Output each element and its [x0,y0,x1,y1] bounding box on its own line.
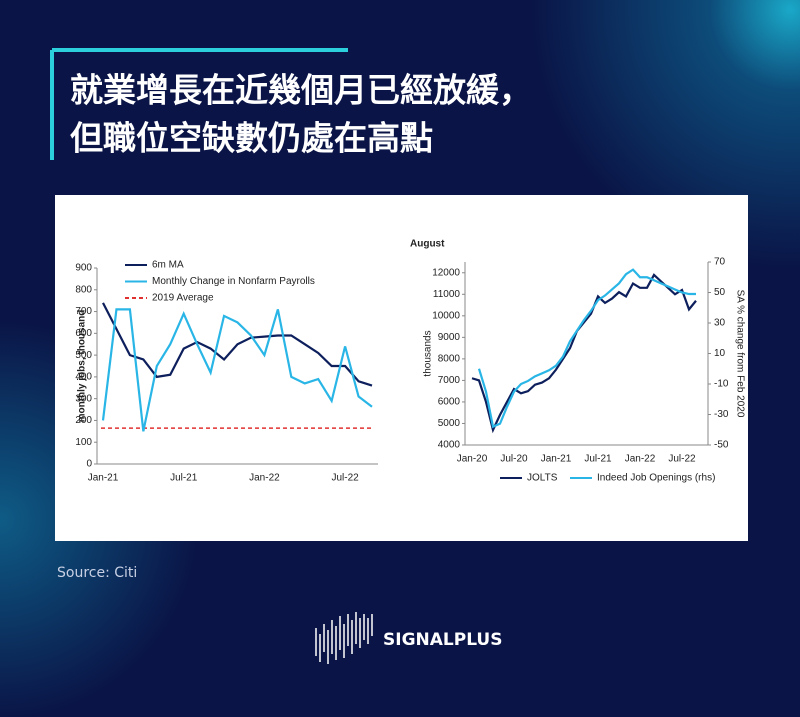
brand: SIGNALPLUS [383,630,502,650]
x-tick-label: Jan-21 [88,473,119,484]
legend-label: 2019 Average [152,293,214,304]
series-line [102,302,373,387]
series-line [471,273,697,434]
y-axis-label: monthly jobs, thousand [77,310,88,423]
y2-tick-label: 30 [714,318,726,329]
title-line: 但職位空缺數仍處在高點 [70,119,433,158]
y-tick-label: 900 [75,263,92,274]
x-tick-label: Jan-22 [249,473,280,484]
source: Source: Citi [57,565,137,581]
y2-tick-label: -50 [714,440,729,451]
y-tick-label: 11000 [433,289,461,300]
x-tick-label: Jul-22 [331,473,359,484]
y-tick-label: 500 [75,350,92,361]
y2-tick-label: -30 [714,409,729,420]
y-tick-label: 12000 [432,267,460,278]
series-line [101,308,373,432]
y2-tick-label: -10 [714,379,729,390]
y2-tick-label: 10 [714,348,726,359]
y-tick-label: 7000 [438,375,461,386]
y-tick-label: 6000 [438,397,461,408]
y2-tick-label: 50 [714,287,726,298]
y-tick-label: 700 [75,306,92,317]
y-tick-label: 100 [75,437,92,448]
y-tick-label: 8000 [438,354,461,365]
legend-label: Monthly Change in Nonfarm Payrolls [152,276,315,287]
legend-label: JOLTS [527,473,558,484]
y-tick-label: 300 [75,393,92,404]
y-tick-label: 4000 [438,440,461,451]
x-tick-label: Jul-21 [170,473,198,484]
y-tick-label: 9000 [438,332,461,343]
y2-axis-label: SA % change from Feb 2020 [734,290,745,418]
logo-mark [315,612,373,664]
chart-panel [55,195,748,541]
x-tick-label: Jul-22 [668,454,696,465]
subtitle: August [410,239,445,250]
x-tick-label: Jan-21 [541,454,572,465]
y-tick-label: 0 [86,459,92,470]
y-tick-label: 600 [75,328,92,339]
legend-label: 6m MA [152,260,184,271]
x-tick-label: Jan-20 [457,454,488,465]
x-tick-label: Jan-22 [625,454,656,465]
title-frame [50,48,348,160]
x-tick-label: Jul-21 [584,454,612,465]
y2-tick-label: 70 [714,257,726,268]
title-line: 就業增長在近幾個月已經放緩， [70,71,532,110]
x-tick-label: Jul-20 [500,454,528,465]
charts: 0 100 200 300 400 500 600 700 800 900 Jan-21 Jul-21… [75,239,745,484]
series-line [477,268,696,429]
y-tick-label: 5000 [438,418,461,429]
y-tick-label: 800 [75,284,92,295]
y-tick-label: 400 [75,372,92,383]
y-tick-label: 200 [75,415,92,426]
y-axis-label: thousands [423,330,434,376]
y-tick-label: 10000 [432,310,460,321]
legend-label: Indeed Job Openings (rhs) [597,473,715,484]
